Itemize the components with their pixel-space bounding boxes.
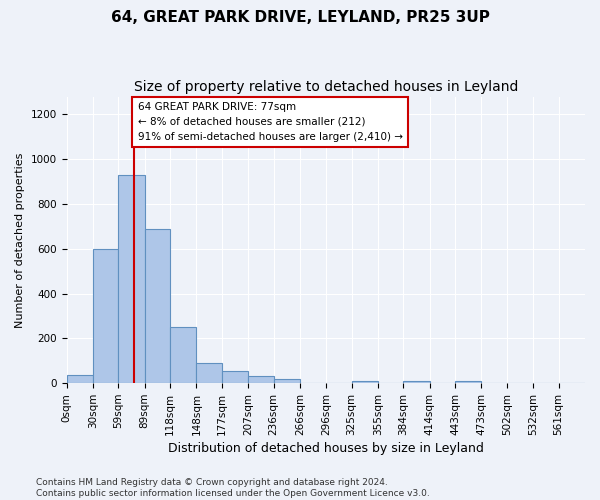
Bar <box>248 376 274 383</box>
Bar <box>118 175 145 383</box>
Bar <box>170 327 196 383</box>
Bar <box>196 363 222 383</box>
Bar <box>93 249 118 383</box>
Bar <box>274 379 300 383</box>
Text: Contains HM Land Registry data © Crown copyright and database right 2024.
Contai: Contains HM Land Registry data © Crown c… <box>36 478 430 498</box>
Y-axis label: Number of detached properties: Number of detached properties <box>15 152 25 328</box>
Text: 64 GREAT PARK DRIVE: 77sqm
← 8% of detached houses are smaller (212)
91% of semi: 64 GREAT PARK DRIVE: 77sqm ← 8% of detac… <box>137 102 403 142</box>
Bar <box>67 376 93 383</box>
Bar <box>145 228 170 383</box>
Bar <box>455 380 481 383</box>
Bar <box>352 380 378 383</box>
Bar <box>403 380 430 383</box>
X-axis label: Distribution of detached houses by size in Leyland: Distribution of detached houses by size … <box>168 442 484 455</box>
Text: 64, GREAT PARK DRIVE, LEYLAND, PR25 3UP: 64, GREAT PARK DRIVE, LEYLAND, PR25 3UP <box>110 10 490 25</box>
Bar <box>222 371 248 383</box>
Title: Size of property relative to detached houses in Leyland: Size of property relative to detached ho… <box>134 80 518 94</box>
